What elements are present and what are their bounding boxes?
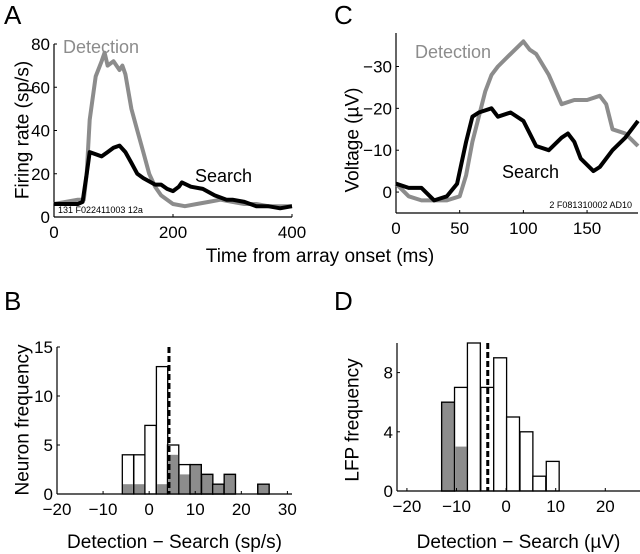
x-axis-label: Detection − Search (sp/s) (67, 532, 282, 553)
y-tick-label: 5 (44, 436, 53, 455)
histogram-bar-significant (442, 402, 454, 491)
series-line-detection (53, 50, 292, 209)
series-line-search (54, 143, 293, 211)
histogram-bar-significant (157, 484, 168, 494)
x-tick-label: −10 (442, 497, 471, 516)
y-tick-label: 60 (31, 78, 50, 97)
histogram-bar (532, 475, 547, 492)
y-tick-label: −30 (363, 57, 392, 76)
panel-label-c: C (334, 0, 353, 30)
histogram-bar-significant (202, 474, 213, 494)
histogram-bar-significant (213, 484, 224, 494)
histogram-bar-significant (134, 484, 145, 494)
histogram-bar-significant (258, 484, 269, 494)
shared-x-axis-label: Time from array onset (ms) (206, 246, 434, 267)
histogram-bar-significant (179, 474, 190, 494)
x-tick-label: 10 (186, 500, 205, 519)
y-tick-label: 40 (31, 122, 50, 141)
x-tick-label: 400 (278, 223, 306, 242)
y-axis-label: LFP frequency (343, 358, 364, 482)
panel-label-d: D (334, 286, 353, 316)
x-tick-label: 10 (546, 497, 565, 516)
recording-id-annotation: 2 F081310002 AD10 (549, 200, 632, 210)
y-tick-label: 0 (384, 482, 393, 501)
panel-c: 0 50 100 150 0 −10 −20 −30 Voltage (µV) Detection… (343, 33, 640, 238)
histogram-bar-significant (455, 446, 467, 491)
series-label-search: Search (195, 166, 252, 186)
histogram-bar-significant (168, 454, 179, 494)
x-tick-label: 150 (573, 219, 601, 238)
y-tick-label: 20 (31, 165, 50, 184)
x-tick-label: 50 (450, 219, 469, 238)
y-tick-label: 4 (384, 423, 393, 442)
histogram-bar (545, 460, 560, 492)
series-label-detection: Detection (415, 42, 491, 62)
histogram-bar (505, 416, 521, 492)
x-tick-label: 200 (159, 223, 187, 242)
x-tick-label: 0 (391, 219, 400, 238)
x-tick-label: 100 (509, 219, 537, 238)
x-tick-label: 30 (278, 500, 297, 519)
x-tick-label: 0 (144, 500, 153, 519)
x-tick-label: 20 (596, 497, 615, 516)
y-tick-label: 15 (34, 338, 53, 357)
y-tick-label: 10 (34, 387, 53, 406)
recording-id-annotation: 131 F022411003 12a (58, 205, 143, 215)
y-tick-label: −20 (363, 99, 392, 118)
histogram-bar-significant (123, 484, 133, 494)
panel-label-a: A (4, 0, 22, 30)
panel-label-b: B (4, 286, 21, 316)
y-tick-label: 0 (41, 208, 50, 227)
histogram-bar-significant (190, 464, 201, 494)
x-axis-label: Detection − Search (µV) (417, 532, 621, 553)
series-line-detection (394, 39, 640, 203)
y-axis-label: Voltage (µV) (343, 88, 364, 193)
series-label-detection: Detection (63, 37, 139, 57)
y-tick-label: 0 (383, 183, 392, 202)
series-line-search (395, 106, 640, 203)
y-axis-label: Neuron frequency (13, 344, 34, 496)
panel-a: 0 200 400 0 20 40 60 80 Firing rate (sp/s) Detect… (13, 35, 307, 242)
histogram-bar-significant (224, 474, 235, 494)
x-tick-label: 0 (501, 497, 510, 516)
histogram-bar (493, 357, 508, 492)
x-tick-label: −10 (89, 500, 118, 519)
y-tick-label: −10 (363, 141, 392, 160)
histogram-bar (519, 431, 534, 492)
x-tick-label: 0 (49, 223, 58, 242)
histogram-bar (466, 342, 481, 492)
x-tick-label: 20 (232, 500, 251, 519)
histogram-bar (155, 365, 169, 495)
y-axis-label: Firing rate (sp/s) (13, 61, 34, 199)
x-tick-label: −20 (43, 500, 72, 519)
y-tick-label: 8 (384, 364, 393, 383)
series-label-search: Search (502, 162, 559, 182)
y-tick-label: 80 (31, 35, 50, 54)
x-tick-label: −20 (392, 497, 421, 516)
y-tick-label: 0 (44, 485, 53, 504)
histogram-bar (144, 424, 157, 495)
panel-d: −20 −10 0 10 20 0 4 8 LFP frequency Detection − S… (343, 342, 640, 553)
